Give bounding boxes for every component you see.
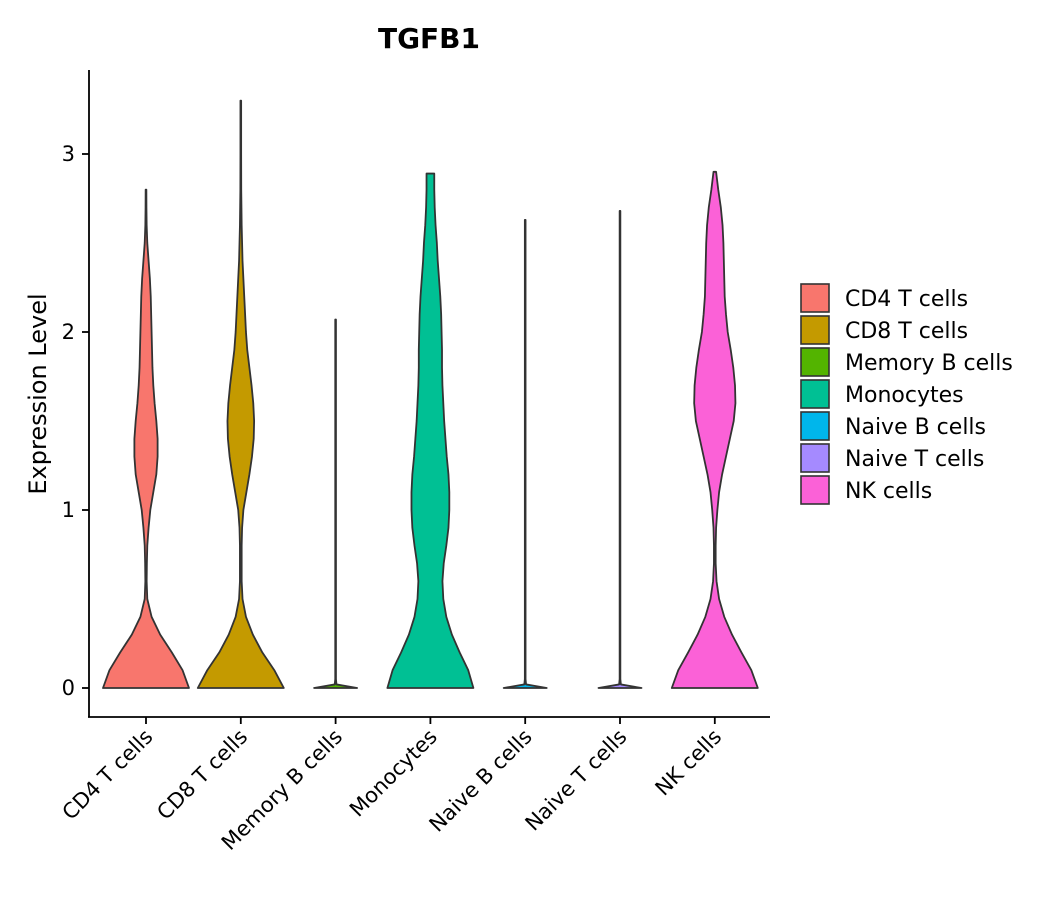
legend-swatch — [800, 347, 830, 377]
legend-label: Naive B cells — [845, 415, 986, 440]
violin-naive-b-cells — [502, 218, 548, 689]
legend-swatch — [800, 443, 830, 473]
y-tick-label: 1 — [62, 498, 75, 522]
legend-label: Monocytes — [845, 383, 964, 408]
legend-label: Naive T cells — [845, 447, 984, 472]
violin-memory-b-cells — [313, 318, 358, 689]
violin-naive-t-cells — [597, 210, 643, 689]
legend-label: NK cells — [845, 479, 932, 504]
violin-monocytes — [386, 172, 475, 689]
violin-cd8-t-cells — [196, 99, 285, 689]
y-tick-label: 0 — [62, 676, 75, 700]
legend-swatch — [800, 283, 830, 313]
legend-swatch — [800, 379, 830, 409]
axes — [88, 70, 770, 718]
y-ticks: 0 1 2 3 — [62, 142, 89, 700]
x-tick-label: NK cells — [651, 725, 727, 801]
violin-cd4-t-cells — [102, 188, 190, 689]
y-tick-label: 3 — [62, 142, 75, 166]
chart-title: TGFB1 — [378, 22, 480, 55]
legend-label: CD4 T cells — [845, 287, 968, 312]
legend-label: CD8 T cells — [845, 319, 968, 344]
violins — [102, 99, 759, 689]
legend-swatch — [800, 475, 830, 505]
violin-nk-cells — [670, 170, 759, 689]
x-tick-label: Naive T cells — [521, 725, 632, 836]
legend-swatch — [800, 411, 830, 441]
x-tick-label: CD4 T cells — [58, 725, 158, 825]
y-tick-label: 2 — [62, 320, 75, 344]
legend: CD4 T cells CD8 T cells Memory B cells Mono… — [800, 283, 1013, 505]
y-axis-label: Expression Level — [24, 293, 52, 494]
legend-label: Memory B cells — [845, 351, 1013, 376]
legend-swatch — [800, 315, 830, 345]
x-tick-label: Monocytes — [345, 725, 442, 822]
x-tick-label: CD8 T cells — [152, 725, 252, 825]
